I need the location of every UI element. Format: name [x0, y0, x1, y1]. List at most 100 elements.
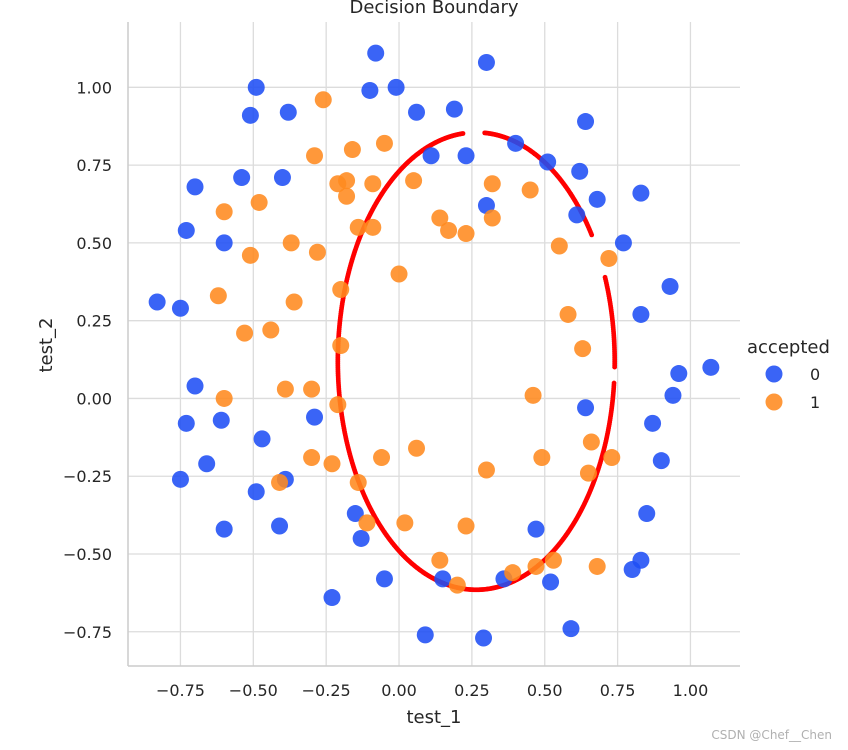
point-accepted-0: [539, 153, 557, 171]
y-tick-label: −0.25: [63, 467, 112, 486]
x-tick-label: 0.00: [381, 681, 417, 700]
point-accepted-0: [215, 520, 233, 538]
point-accepted-0: [323, 589, 341, 607]
point-accepted-1: [209, 287, 227, 305]
x-tick-label: 0.50: [527, 681, 563, 700]
point-accepted-1: [349, 218, 367, 236]
x-tick-label: 0.25: [454, 681, 490, 700]
point-accepted-1: [349, 473, 367, 491]
boundary-dot: [611, 380, 617, 386]
point-accepted-0: [457, 147, 475, 165]
point-accepted-0: [614, 234, 632, 252]
point-accepted-1: [343, 141, 361, 159]
point-accepted-0: [507, 134, 525, 152]
x-tick-label: −0.50: [229, 681, 278, 700]
point-accepted-0: [577, 113, 595, 131]
point-accepted-0: [247, 483, 265, 501]
y-tick-label: 0.25: [76, 312, 112, 331]
point-accepted-1: [600, 249, 618, 267]
point-accepted-0: [171, 299, 189, 317]
point-accepted-0: [416, 626, 434, 644]
point-accepted-1: [483, 209, 501, 227]
point-accepted-0: [273, 169, 291, 187]
point-accepted-1: [457, 517, 475, 535]
legend-marker-0: [765, 365, 783, 383]
point-accepted-1: [448, 576, 466, 594]
point-accepted-0: [177, 414, 195, 432]
axes: [127, 22, 740, 667]
point-accepted-0: [702, 358, 720, 376]
point-accepted-1: [306, 147, 324, 165]
y-tick-label: −0.75: [63, 623, 112, 642]
point-accepted-1: [390, 265, 408, 283]
point-accepted-1: [323, 455, 341, 473]
point-accepted-0: [542, 573, 560, 591]
tick-labels: −0.75 −0.50 −0.25 0.00 0.25 0.50 0.75 1.00 −0.75…: [63, 78, 708, 700]
point-accepted-1: [408, 439, 426, 457]
point-accepted-1: [332, 281, 350, 299]
point-accepted-0: [253, 430, 271, 448]
y-tick-label: 1.00: [76, 78, 112, 97]
point-accepted-0: [445, 100, 463, 118]
legend-marker-1: [765, 393, 783, 411]
y-tick-label: 0.50: [76, 234, 112, 253]
x-tick-label: −0.75: [156, 681, 205, 700]
point-accepted-0: [279, 103, 297, 121]
point-accepted-1: [364, 218, 382, 236]
point-accepted-1: [282, 234, 300, 252]
point-accepted-1: [236, 324, 254, 342]
point-accepted-0: [527, 520, 545, 538]
point-accepted-1: [338, 187, 356, 205]
legend: accepted 0 1: [747, 337, 830, 412]
grid-lines: [128, 22, 740, 666]
point-accepted-0: [212, 411, 230, 429]
point-accepted-0: [664, 386, 682, 404]
point-accepted-1: [440, 221, 458, 239]
x-axis-label: test_1: [406, 707, 461, 728]
point-accepted-0: [477, 53, 495, 71]
point-accepted-0: [670, 365, 688, 383]
point-accepted-0: [171, 470, 189, 488]
point-accepted-1: [457, 225, 475, 243]
point-accepted-1: [338, 172, 356, 190]
point-accepted-1: [308, 243, 326, 261]
point-accepted-0: [241, 106, 259, 124]
point-accepted-1: [215, 203, 233, 221]
x-tick-label: 1.00: [673, 681, 709, 700]
point-accepted-1: [276, 380, 294, 398]
point-accepted-1: [550, 237, 568, 255]
boundary-dot: [602, 274, 608, 280]
point-accepted-1: [579, 464, 597, 482]
decision-boundary: [335, 130, 618, 593]
point-accepted-0: [661, 277, 679, 295]
y-tick-label: 0.75: [76, 156, 112, 175]
point-accepted-1: [215, 389, 233, 407]
point-accepted-1: [262, 321, 280, 339]
data-points: [148, 44, 720, 647]
point-accepted-1: [588, 557, 606, 575]
point-accepted-1: [483, 175, 501, 193]
point-accepted-0: [422, 147, 440, 165]
point-accepted-0: [644, 414, 662, 432]
chart-title: Decision Boundary: [349, 0, 518, 18]
point-accepted-1: [250, 193, 268, 211]
point-accepted-1: [574, 340, 592, 358]
boundary-dot: [335, 356, 341, 362]
point-accepted-1: [241, 246, 259, 264]
point-accepted-0: [632, 184, 650, 202]
point-accepted-0: [562, 620, 580, 638]
point-accepted-1: [329, 396, 347, 414]
point-accepted-0: [632, 305, 650, 323]
point-accepted-0: [361, 81, 379, 99]
point-accepted-0: [177, 221, 195, 239]
point-accepted-1: [603, 449, 621, 467]
point-accepted-0: [148, 293, 166, 311]
point-accepted-0: [408, 103, 426, 121]
point-accepted-0: [198, 455, 216, 473]
point-accepted-1: [527, 557, 545, 575]
x-tick-label: −0.25: [302, 681, 351, 700]
point-accepted-1: [303, 449, 321, 467]
point-accepted-1: [533, 449, 551, 467]
y-axis-label: test_2: [36, 317, 57, 372]
